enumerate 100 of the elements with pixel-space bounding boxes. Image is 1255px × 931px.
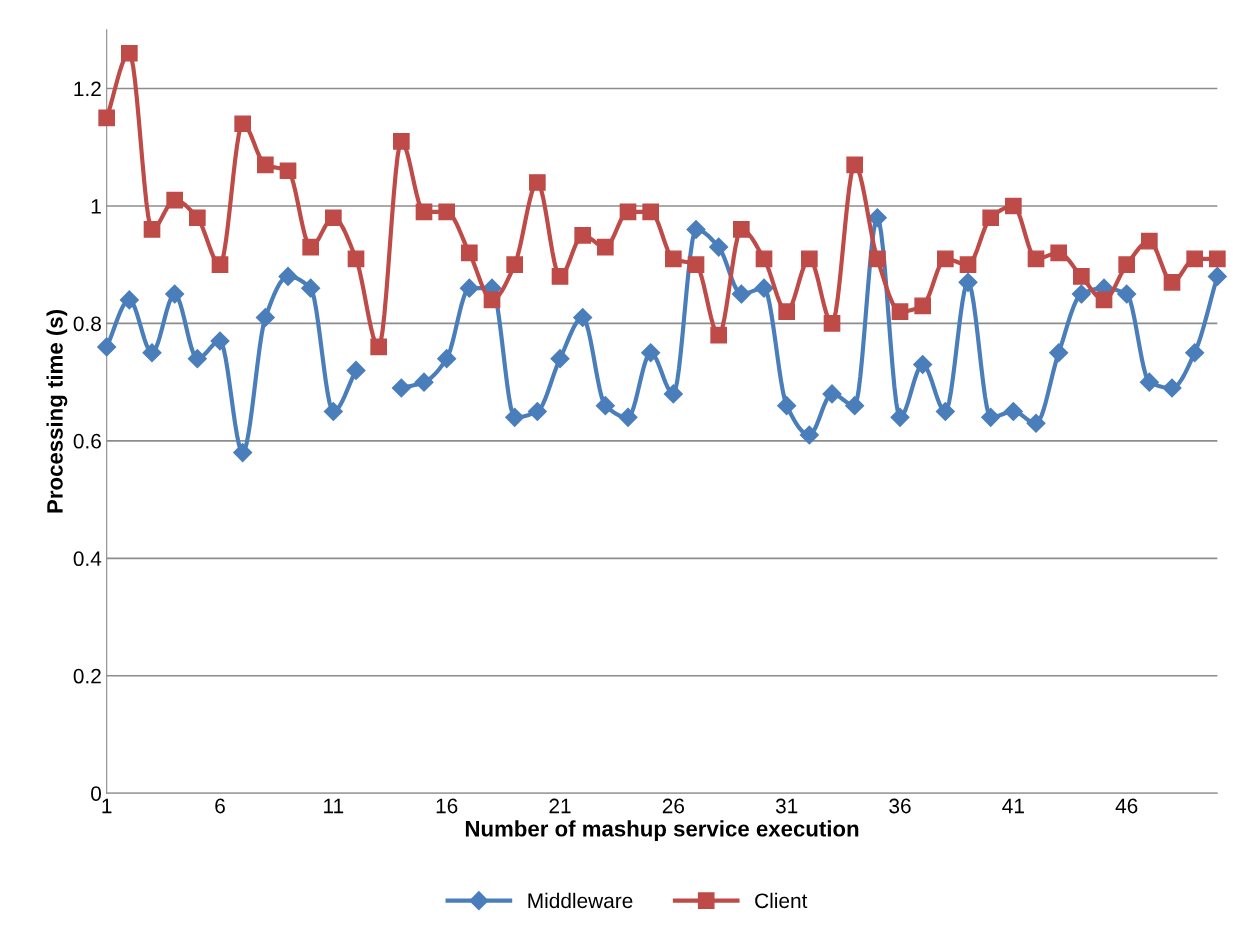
legend-label: Middleware [528, 892, 633, 909]
point [257, 156, 274, 174]
x-tick-label: 21 [549, 798, 571, 814]
x-tick-label: 1 [102, 798, 112, 814]
x-tick-label: 41 [1002, 798, 1024, 814]
y-axis-title: Processing time (s) [46, 310, 68, 513]
point [1139, 372, 1159, 392]
point [279, 162, 297, 180]
point [325, 209, 342, 227]
point [414, 372, 434, 392]
point [1071, 284, 1091, 304]
point [981, 407, 1001, 427]
point [551, 268, 569, 285]
point [597, 238, 614, 256]
x-tick-label: 6 [215, 798, 225, 814]
point [1003, 401, 1023, 422]
point [1095, 291, 1113, 309]
point [574, 226, 592, 244]
point [461, 244, 478, 262]
point [935, 401, 955, 422]
point [234, 115, 252, 133]
point [595, 396, 615, 416]
point [98, 109, 116, 127]
x-tick-label: 36 [889, 798, 911, 814]
point [823, 315, 841, 332]
point [642, 203, 660, 221]
point [1117, 284, 1137, 304]
point [1207, 266, 1227, 286]
point [777, 396, 797, 416]
point [527, 401, 547, 422]
y-tick-label: 0.8 [73, 316, 101, 332]
point [686, 219, 706, 239]
point [415, 203, 433, 221]
point [663, 384, 683, 404]
point [959, 256, 977, 274]
point [211, 256, 229, 274]
y-tick-label: 1 [91, 199, 101, 214]
point [1026, 413, 1046, 433]
point [845, 396, 865, 416]
x-tick-label: 11 [324, 798, 344, 814]
point [982, 209, 1000, 227]
point [867, 208, 887, 228]
point [121, 44, 138, 62]
point [1118, 256, 1136, 274]
point [483, 291, 501, 309]
point [529, 174, 546, 191]
point [573, 308, 593, 328]
point [391, 378, 411, 398]
point [550, 349, 570, 369]
y-tick-label: 1.2 [74, 81, 101, 97]
point [641, 343, 661, 363]
point [347, 250, 365, 268]
point [618, 407, 638, 427]
point [890, 407, 910, 427]
legend-label: Client [755, 892, 808, 909]
y-tick-label: 0.4 [73, 551, 102, 567]
point [687, 256, 705, 274]
point [754, 278, 774, 298]
point [506, 256, 524, 274]
point [799, 425, 819, 445]
x-tick-label: 46 [1115, 798, 1138, 814]
point [801, 250, 818, 268]
point [1027, 250, 1045, 268]
point [846, 156, 864, 174]
point [755, 250, 773, 268]
point [393, 133, 410, 150]
x-tick-label: 31 [775, 798, 798, 814]
point [914, 297, 932, 315]
point [822, 384, 842, 404]
y-tick-label: 0.6 [73, 433, 101, 449]
point [438, 203, 456, 221]
point [1209, 250, 1226, 268]
point [189, 209, 206, 227]
point [869, 250, 886, 268]
point [437, 349, 457, 369]
point [1005, 197, 1022, 215]
point [710, 326, 728, 344]
point [1049, 343, 1069, 363]
point [166, 191, 184, 209]
point [733, 221, 750, 238]
point [891, 303, 909, 321]
x-axis-title: Number of mashup service execution [465, 820, 859, 841]
point [778, 303, 796, 321]
point [370, 338, 388, 356]
point [1073, 268, 1090, 285]
point [937, 250, 954, 268]
point [958, 272, 978, 292]
point [143, 221, 161, 238]
point [302, 238, 320, 256]
point [709, 237, 729, 257]
point [1163, 273, 1181, 291]
point [1186, 250, 1204, 268]
point [1050, 244, 1068, 262]
point [1162, 378, 1182, 398]
point [459, 278, 479, 298]
x-tick-label: 26 [662, 798, 685, 814]
point [1185, 343, 1205, 363]
point [665, 250, 682, 268]
point [913, 354, 933, 375]
y-tick-label: 0.2 [73, 668, 101, 684]
